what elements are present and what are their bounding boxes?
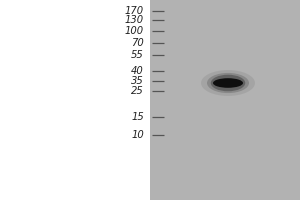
Text: 170: 170	[125, 6, 144, 16]
Text: 55: 55	[131, 50, 144, 60]
Text: 130: 130	[125, 15, 144, 25]
Text: 10: 10	[131, 130, 144, 140]
Ellipse shape	[213, 78, 243, 88]
Text: 25: 25	[131, 86, 144, 96]
Ellipse shape	[207, 73, 249, 93]
Text: 15: 15	[131, 112, 144, 122]
Text: 100: 100	[125, 26, 144, 36]
Ellipse shape	[201, 70, 255, 96]
Bar	[150, 0, 300, 200]
Text: 70: 70	[131, 38, 144, 48]
Ellipse shape	[211, 75, 245, 91]
Text: 40: 40	[131, 66, 144, 76]
Text: 35: 35	[131, 76, 144, 86]
